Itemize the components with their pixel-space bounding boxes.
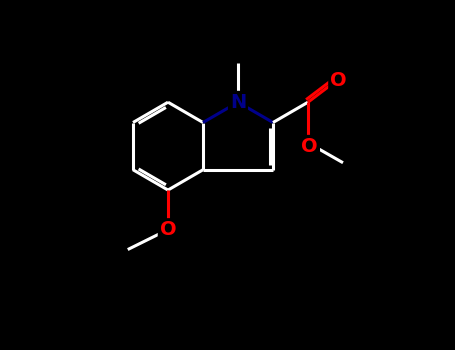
Text: O: O xyxy=(301,137,318,156)
Text: O: O xyxy=(330,71,347,90)
Text: N: N xyxy=(230,93,246,112)
Text: O: O xyxy=(160,220,176,239)
